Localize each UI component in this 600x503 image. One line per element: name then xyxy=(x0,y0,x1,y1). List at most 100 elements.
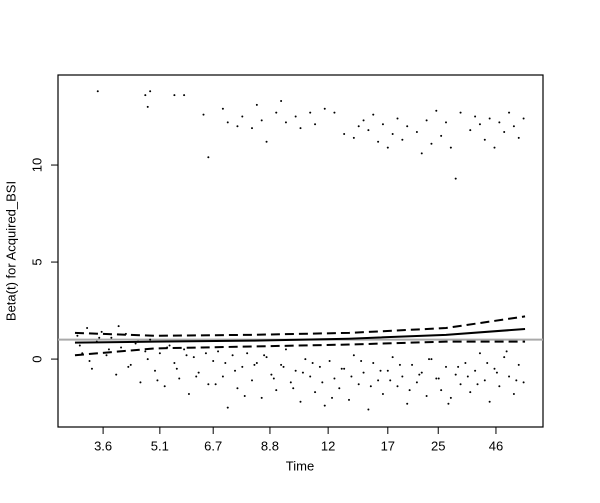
point xyxy=(381,393,384,396)
point xyxy=(328,360,331,363)
point xyxy=(265,140,268,143)
point xyxy=(430,358,433,361)
x-tick-label: 5.1 xyxy=(151,438,169,453)
point xyxy=(459,383,462,386)
point xyxy=(503,131,506,134)
point xyxy=(517,136,520,139)
point xyxy=(343,367,346,370)
point xyxy=(275,389,278,392)
y-tick-label: 5 xyxy=(29,258,44,265)
point xyxy=(476,383,479,386)
point xyxy=(401,138,404,141)
point xyxy=(498,121,501,124)
point xyxy=(127,365,130,368)
point xyxy=(428,358,431,361)
point xyxy=(389,379,392,382)
point xyxy=(253,363,256,366)
point xyxy=(493,367,496,370)
point xyxy=(149,90,152,93)
point xyxy=(493,146,496,149)
fit-line xyxy=(74,315,526,337)
point xyxy=(398,363,401,366)
point xyxy=(134,342,137,345)
point xyxy=(381,123,384,126)
point xyxy=(386,146,389,149)
point xyxy=(379,369,382,372)
point xyxy=(437,377,440,380)
point xyxy=(294,115,297,118)
point xyxy=(207,383,210,386)
point xyxy=(226,121,229,124)
point xyxy=(367,129,370,132)
point xyxy=(144,94,147,97)
point xyxy=(478,352,481,355)
point xyxy=(96,90,99,93)
point xyxy=(406,125,409,128)
point xyxy=(260,396,263,399)
point xyxy=(474,369,477,372)
point xyxy=(466,375,469,378)
point xyxy=(369,385,372,388)
point xyxy=(449,396,452,399)
point xyxy=(212,360,215,363)
point xyxy=(224,361,227,364)
point xyxy=(440,389,443,392)
x-tick-label: 12 xyxy=(321,438,335,453)
point xyxy=(207,156,210,159)
point xyxy=(505,350,508,353)
point xyxy=(377,379,380,382)
point xyxy=(464,361,467,364)
x-tick-label: 3.6 xyxy=(94,438,112,453)
point xyxy=(435,377,438,380)
point xyxy=(107,348,110,351)
point xyxy=(372,361,375,364)
point xyxy=(360,360,363,363)
point xyxy=(357,383,360,386)
point xyxy=(459,111,462,114)
x-tick-label: 25 xyxy=(431,438,445,453)
point xyxy=(396,385,399,388)
point xyxy=(173,94,176,97)
x-axis-label: Time xyxy=(286,458,314,473)
point xyxy=(357,125,360,128)
point xyxy=(314,123,317,126)
point xyxy=(272,377,275,380)
point xyxy=(236,125,239,128)
point xyxy=(415,131,418,134)
point xyxy=(386,369,389,372)
point xyxy=(314,391,317,394)
point xyxy=(289,381,292,384)
point xyxy=(187,393,190,396)
point xyxy=(445,365,447,368)
point xyxy=(512,125,515,128)
point xyxy=(391,132,394,135)
point xyxy=(469,129,472,132)
point xyxy=(241,365,244,368)
point xyxy=(350,375,353,378)
point xyxy=(338,387,341,390)
point xyxy=(217,350,220,353)
point xyxy=(260,119,263,122)
point xyxy=(292,387,295,390)
x-tick-label: 8.8 xyxy=(261,438,279,453)
point xyxy=(183,348,186,351)
point xyxy=(311,361,314,364)
point xyxy=(435,109,438,112)
point xyxy=(309,375,312,378)
x-tick-label: 46 xyxy=(489,438,503,453)
point xyxy=(362,119,365,122)
point xyxy=(234,369,237,372)
point xyxy=(251,379,253,382)
point xyxy=(117,325,120,328)
point xyxy=(280,100,283,103)
point xyxy=(495,371,498,374)
point xyxy=(158,352,161,355)
point xyxy=(146,358,149,361)
point xyxy=(110,336,113,339)
point xyxy=(265,356,268,359)
point xyxy=(483,379,486,382)
point xyxy=(406,402,409,405)
point xyxy=(178,377,181,380)
